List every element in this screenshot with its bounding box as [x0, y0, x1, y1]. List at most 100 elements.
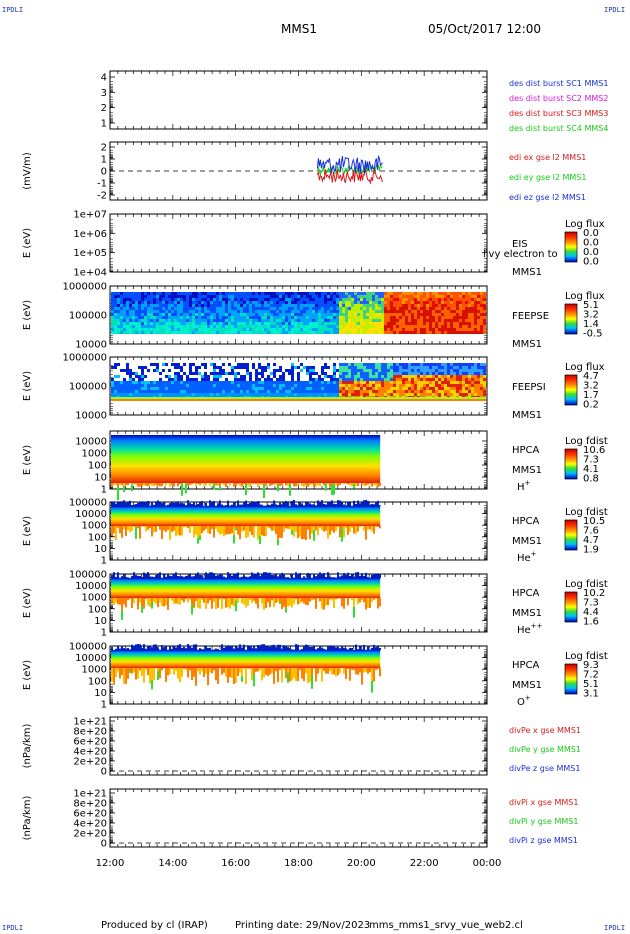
spectrogram-cell [192, 295, 195, 298]
spectrogram-cell [330, 301, 333, 304]
spectrogram-cell [219, 316, 222, 319]
spectrogram-cell [324, 292, 327, 295]
spectrogram-cell [297, 298, 300, 301]
spectrogram-edge [263, 484, 265, 498]
spacecraft-label: MMS1 [512, 608, 542, 619]
spectrogram-cell [174, 307, 177, 310]
spectrogram-cell [180, 304, 183, 307]
spectrogram-cell [273, 307, 276, 310]
spectrogram-cell [198, 292, 201, 295]
spectrogram-cell [483, 387, 486, 390]
spectrogram-cell [252, 313, 255, 316]
spectrogram-edge [169, 483, 171, 487]
spectrogram-cell [240, 390, 243, 393]
spectrogram-cell [327, 393, 330, 396]
spectrogram-cell [126, 369, 129, 372]
spectrogram-cell [411, 313, 414, 316]
spectrogram-cell [159, 313, 162, 316]
spectrogram-cell [162, 325, 165, 328]
spectrogram-cell [411, 384, 414, 387]
spectrogram-cell [156, 363, 159, 366]
spectrogram-cell [429, 375, 432, 378]
spectrogram-cell [330, 319, 333, 322]
spectrogram-cell [135, 384, 138, 387]
spectrogram-cell [327, 331, 330, 334]
spectrogram-edge [371, 526, 373, 532]
spectrogram-cell [468, 369, 471, 372]
spectrogram-edge [267, 504, 269, 506]
spectrogram-cell [225, 390, 228, 393]
spectrogram-cell [297, 393, 300, 396]
spectrogram-cell [366, 295, 369, 298]
spectrogram-cell [333, 375, 336, 378]
spectrogram-edge [165, 505, 167, 506]
spectrogram-cell [405, 319, 408, 322]
spectrogram-cell [408, 322, 411, 325]
spectrogram-cell [219, 372, 222, 375]
spectrogram-cell [375, 301, 378, 304]
spectrogram-cell [342, 390, 345, 393]
spectrogram-cell [468, 387, 471, 390]
spectrogram-cell [390, 322, 393, 325]
spectrogram-cell [381, 316, 384, 319]
spectrogram-cell [306, 292, 309, 295]
spectrogram-cell [381, 372, 384, 375]
spectrogram-cell [354, 322, 357, 325]
spectrogram-cell [285, 295, 288, 298]
spectrogram-edge [129, 598, 131, 600]
spectrogram-edge [297, 505, 299, 506]
spectrogram-cell [453, 307, 456, 310]
spectrogram-cell [399, 331, 402, 334]
spectrogram-cell [153, 381, 156, 384]
spectrogram-cell [441, 331, 444, 334]
spectrogram-edge [277, 484, 279, 492]
spectrogram-cell [381, 325, 384, 328]
spectrogram-cell [477, 301, 480, 304]
spectrogram-cell [477, 292, 480, 295]
spectrogram-cell [168, 387, 171, 390]
spectrogram-cell [174, 378, 177, 381]
spectrogram-edge [117, 483, 119, 487]
spectrogram-cell [336, 381, 339, 384]
spectrogram-cell [213, 369, 216, 372]
spectrogram-cell [423, 369, 426, 372]
spectrogram-cell [150, 331, 153, 334]
spectrogram-cell [246, 331, 249, 334]
spectrogram-cell [423, 304, 426, 307]
colorbar [564, 519, 578, 551]
instrument-label: FEEPSE [512, 311, 549, 322]
spectrogram-edge [137, 483, 139, 487]
spectrogram-cell [309, 381, 312, 384]
spectrogram-cell [366, 384, 369, 387]
spectrogram-cell [357, 381, 360, 384]
spectrogram-cell [369, 301, 372, 304]
spectrogram-cell [417, 328, 420, 331]
spectrogram-cell [459, 369, 462, 372]
spectrogram-cell [294, 381, 297, 384]
spectrogram-cell [420, 366, 423, 369]
spectrogram-cell [435, 301, 438, 304]
spectrogram-cell [333, 393, 336, 396]
spectrogram-cell [288, 369, 291, 372]
spectrogram-edge [309, 503, 311, 506]
spectrogram-cell [240, 384, 243, 387]
spectrogram-cell [312, 292, 315, 295]
spectrogram-cell [201, 304, 204, 307]
spectrogram-cell [387, 310, 390, 313]
spectrogram-cell [114, 319, 117, 322]
spectrogram-edge [279, 526, 281, 538]
spectrogram-cell [396, 331, 399, 334]
spectrogram-cell [393, 331, 396, 334]
spectrogram-cell [453, 298, 456, 301]
spectrogram-cell [429, 325, 432, 328]
spectrogram-cell [288, 319, 291, 322]
spectrogram-edge [343, 483, 345, 485]
spectrogram-cell [129, 313, 132, 316]
spectrogram-cell [342, 393, 345, 396]
spectrogram-cell [327, 307, 330, 310]
spectrogram-cell [417, 292, 420, 295]
spectrogram-cell [324, 372, 327, 375]
spectrogram-cell [252, 381, 255, 384]
spectrogram-cell [357, 316, 360, 319]
spectrogram-cell [483, 328, 486, 331]
